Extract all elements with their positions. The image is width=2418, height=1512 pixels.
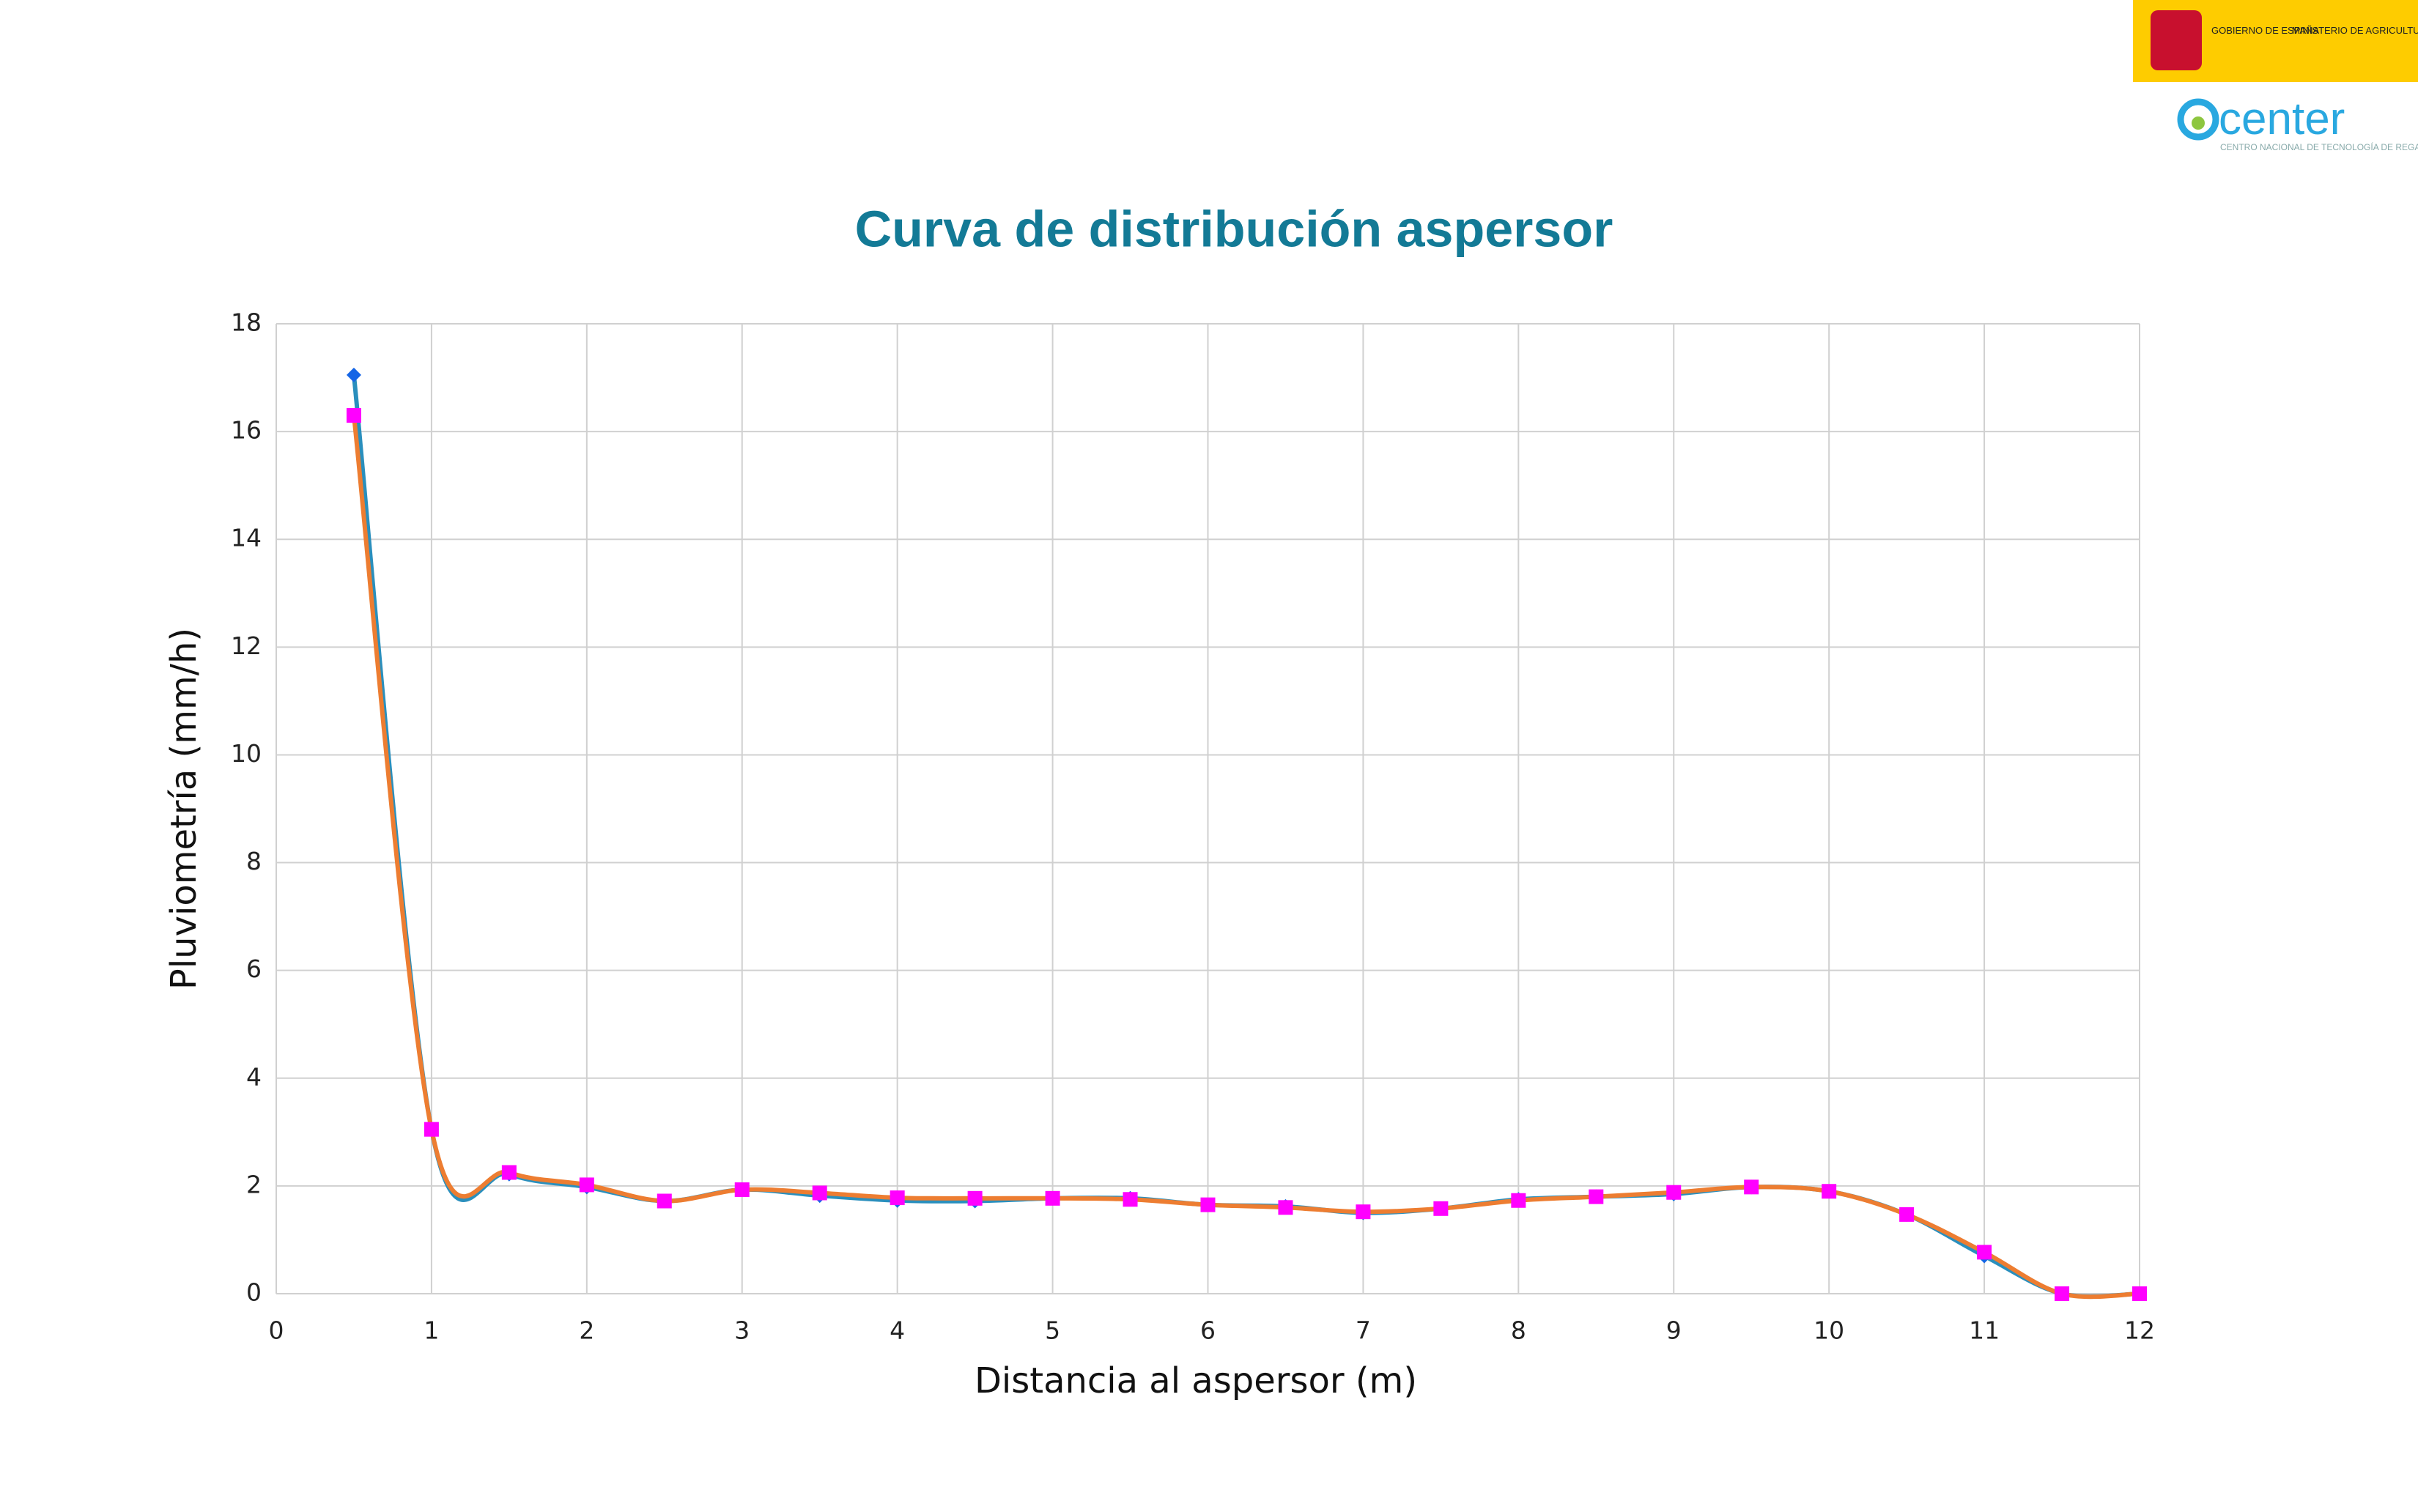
chart-title: Curva de distribución aspersor [855, 200, 1613, 257]
x-tick-label: 8 [1511, 1316, 1526, 1345]
marker [1433, 1201, 1449, 1216]
y-axis-label: Pluviometría (mm/h) [163, 628, 204, 990]
x-tick-label: 2 [579, 1316, 594, 1345]
marker [657, 1193, 672, 1209]
marker [2055, 1286, 2070, 1301]
y-tick-label: 2 [246, 1170, 262, 1198]
x-tick-label: 3 [734, 1316, 750, 1345]
x-tick-label: 0 [269, 1316, 284, 1345]
marker [1511, 1193, 1526, 1208]
marker [501, 1165, 517, 1180]
y-tick-label: 6 [246, 955, 262, 983]
y-tick-label: 10 [231, 739, 262, 768]
brand-dot [2192, 116, 2205, 130]
y-tick-label: 12 [231, 631, 262, 660]
marker [812, 1185, 827, 1201]
marker [579, 1177, 594, 1193]
y-tick-label: 0 [246, 1278, 262, 1307]
marker [1278, 1200, 1293, 1215]
marker [734, 1182, 750, 1198]
y-tick-label: 18 [231, 308, 262, 337]
brand-sub: CENTRO NACIONAL DE TECNOLOGÍA DE REGADÍO… [2220, 141, 2418, 152]
y-tick-label: 14 [231, 524, 262, 552]
x-tick-label: 10 [1814, 1316, 1844, 1345]
x-tick-label: 6 [1200, 1316, 1216, 1345]
marker [1200, 1197, 1216, 1212]
marker [1045, 1190, 1060, 1206]
series-line [351, 374, 2140, 1299]
x-tick-label: 4 [890, 1316, 905, 1345]
coat-of-arms [2151, 10, 2202, 70]
marker [2132, 1286, 2147, 1301]
x-tick-label: 5 [1045, 1316, 1060, 1345]
x-axis-label: Distancia al aspersor (m) [975, 1360, 1417, 1401]
gov-text: GOBIERNO DE ESPAÑA [2211, 25, 2319, 36]
marker [1899, 1207, 1915, 1222]
ministry-text: MINISTERIO DE AGRICULTURA, PESCA Y ALIME… [2292, 25, 2418, 36]
marker [1123, 1192, 1138, 1207]
marker [424, 1122, 439, 1137]
marker [1666, 1185, 1682, 1200]
marker [346, 408, 361, 423]
marker [1744, 1179, 1759, 1195]
y-tick-label: 8 [246, 847, 262, 875]
marker [1977, 1245, 1992, 1260]
y-tick-label: 16 [231, 416, 262, 445]
x-tick-label: 11 [1969, 1316, 2000, 1345]
marker [346, 367, 361, 382]
x-tick-label: 1 [424, 1316, 439, 1345]
marker [967, 1190, 983, 1206]
brand-icon [2177, 98, 2219, 141]
x-tick-label: 12 [2124, 1316, 2155, 1345]
brand-name: center [2219, 94, 2345, 144]
y-tick-label: 4 [246, 1062, 262, 1091]
series-line [351, 415, 2140, 1300]
marker [1589, 1189, 1604, 1204]
x-tick-label: 9 [1666, 1316, 1682, 1345]
marker [890, 1190, 905, 1206]
x-tick-label: 7 [1356, 1316, 1371, 1345]
marker [1822, 1184, 1837, 1199]
marker [1356, 1204, 1371, 1220]
